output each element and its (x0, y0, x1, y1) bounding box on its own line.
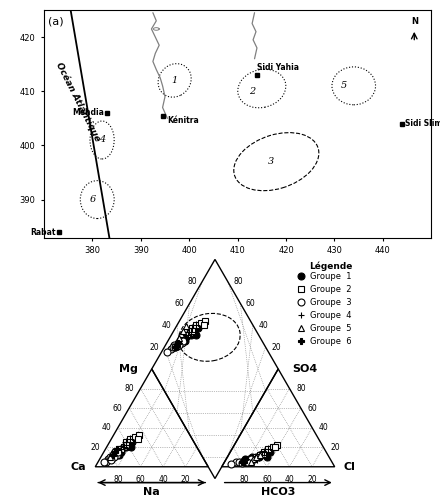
Text: Cl: Cl (344, 462, 356, 472)
Text: 6: 6 (89, 195, 95, 204)
Text: 1: 1 (172, 76, 178, 85)
Text: 80: 80 (239, 474, 249, 484)
Text: 3: 3 (268, 157, 275, 166)
Text: (a): (a) (48, 17, 63, 27)
Text: Légende: Légende (309, 262, 352, 271)
Text: Kénitra: Kénitra (168, 116, 199, 124)
Text: Groupe  4: Groupe 4 (310, 311, 351, 320)
Text: 80: 80 (124, 384, 134, 393)
Text: 2: 2 (249, 87, 255, 96)
Text: 80: 80 (187, 277, 197, 286)
Text: Rabat: Rabat (31, 228, 56, 236)
Text: Na: Na (143, 487, 160, 497)
Text: 40: 40 (161, 320, 172, 330)
Text: Mehdia: Mehdia (73, 108, 105, 118)
Text: 4: 4 (99, 136, 105, 144)
Text: Groupe  5: Groupe 5 (310, 324, 351, 333)
Text: 20: 20 (271, 342, 281, 351)
Text: 20: 20 (181, 474, 191, 484)
Text: 40: 40 (101, 423, 111, 432)
Text: 60: 60 (262, 474, 272, 484)
Text: 60: 60 (174, 299, 184, 308)
Text: 40: 40 (319, 423, 329, 432)
Text: 20: 20 (307, 474, 317, 484)
Text: N: N (411, 17, 418, 26)
Text: 20: 20 (330, 442, 340, 452)
Text: 40: 40 (285, 474, 294, 484)
Text: 60: 60 (308, 404, 317, 412)
Text: SO4: SO4 (292, 364, 317, 374)
Text: 20: 20 (90, 442, 100, 452)
Text: Mg: Mg (119, 364, 138, 374)
Text: 80: 80 (233, 277, 243, 286)
Text: 40: 40 (158, 474, 168, 484)
Text: 60: 60 (113, 404, 122, 412)
Text: Océan Atlantique: Océan Atlantique (54, 61, 102, 143)
Text: Groupe  1: Groupe 1 (310, 272, 351, 281)
Text: Groupe  6: Groupe 6 (310, 337, 352, 346)
Text: 60: 60 (136, 474, 145, 484)
Text: 20: 20 (149, 342, 159, 351)
Text: Sidi Slimane: Sidi Slimane (404, 119, 440, 128)
Text: Ca: Ca (70, 462, 86, 472)
Text: 5: 5 (341, 82, 347, 90)
Text: Groupe  2: Groupe 2 (310, 285, 351, 294)
Text: 40: 40 (259, 320, 268, 330)
Text: Groupe  3: Groupe 3 (310, 298, 352, 307)
Text: 60: 60 (246, 299, 256, 308)
Text: Sidi Yahia: Sidi Yahia (257, 64, 299, 72)
Text: 80: 80 (113, 474, 123, 484)
Text: 80: 80 (296, 384, 306, 393)
Text: HCO3: HCO3 (261, 487, 295, 497)
